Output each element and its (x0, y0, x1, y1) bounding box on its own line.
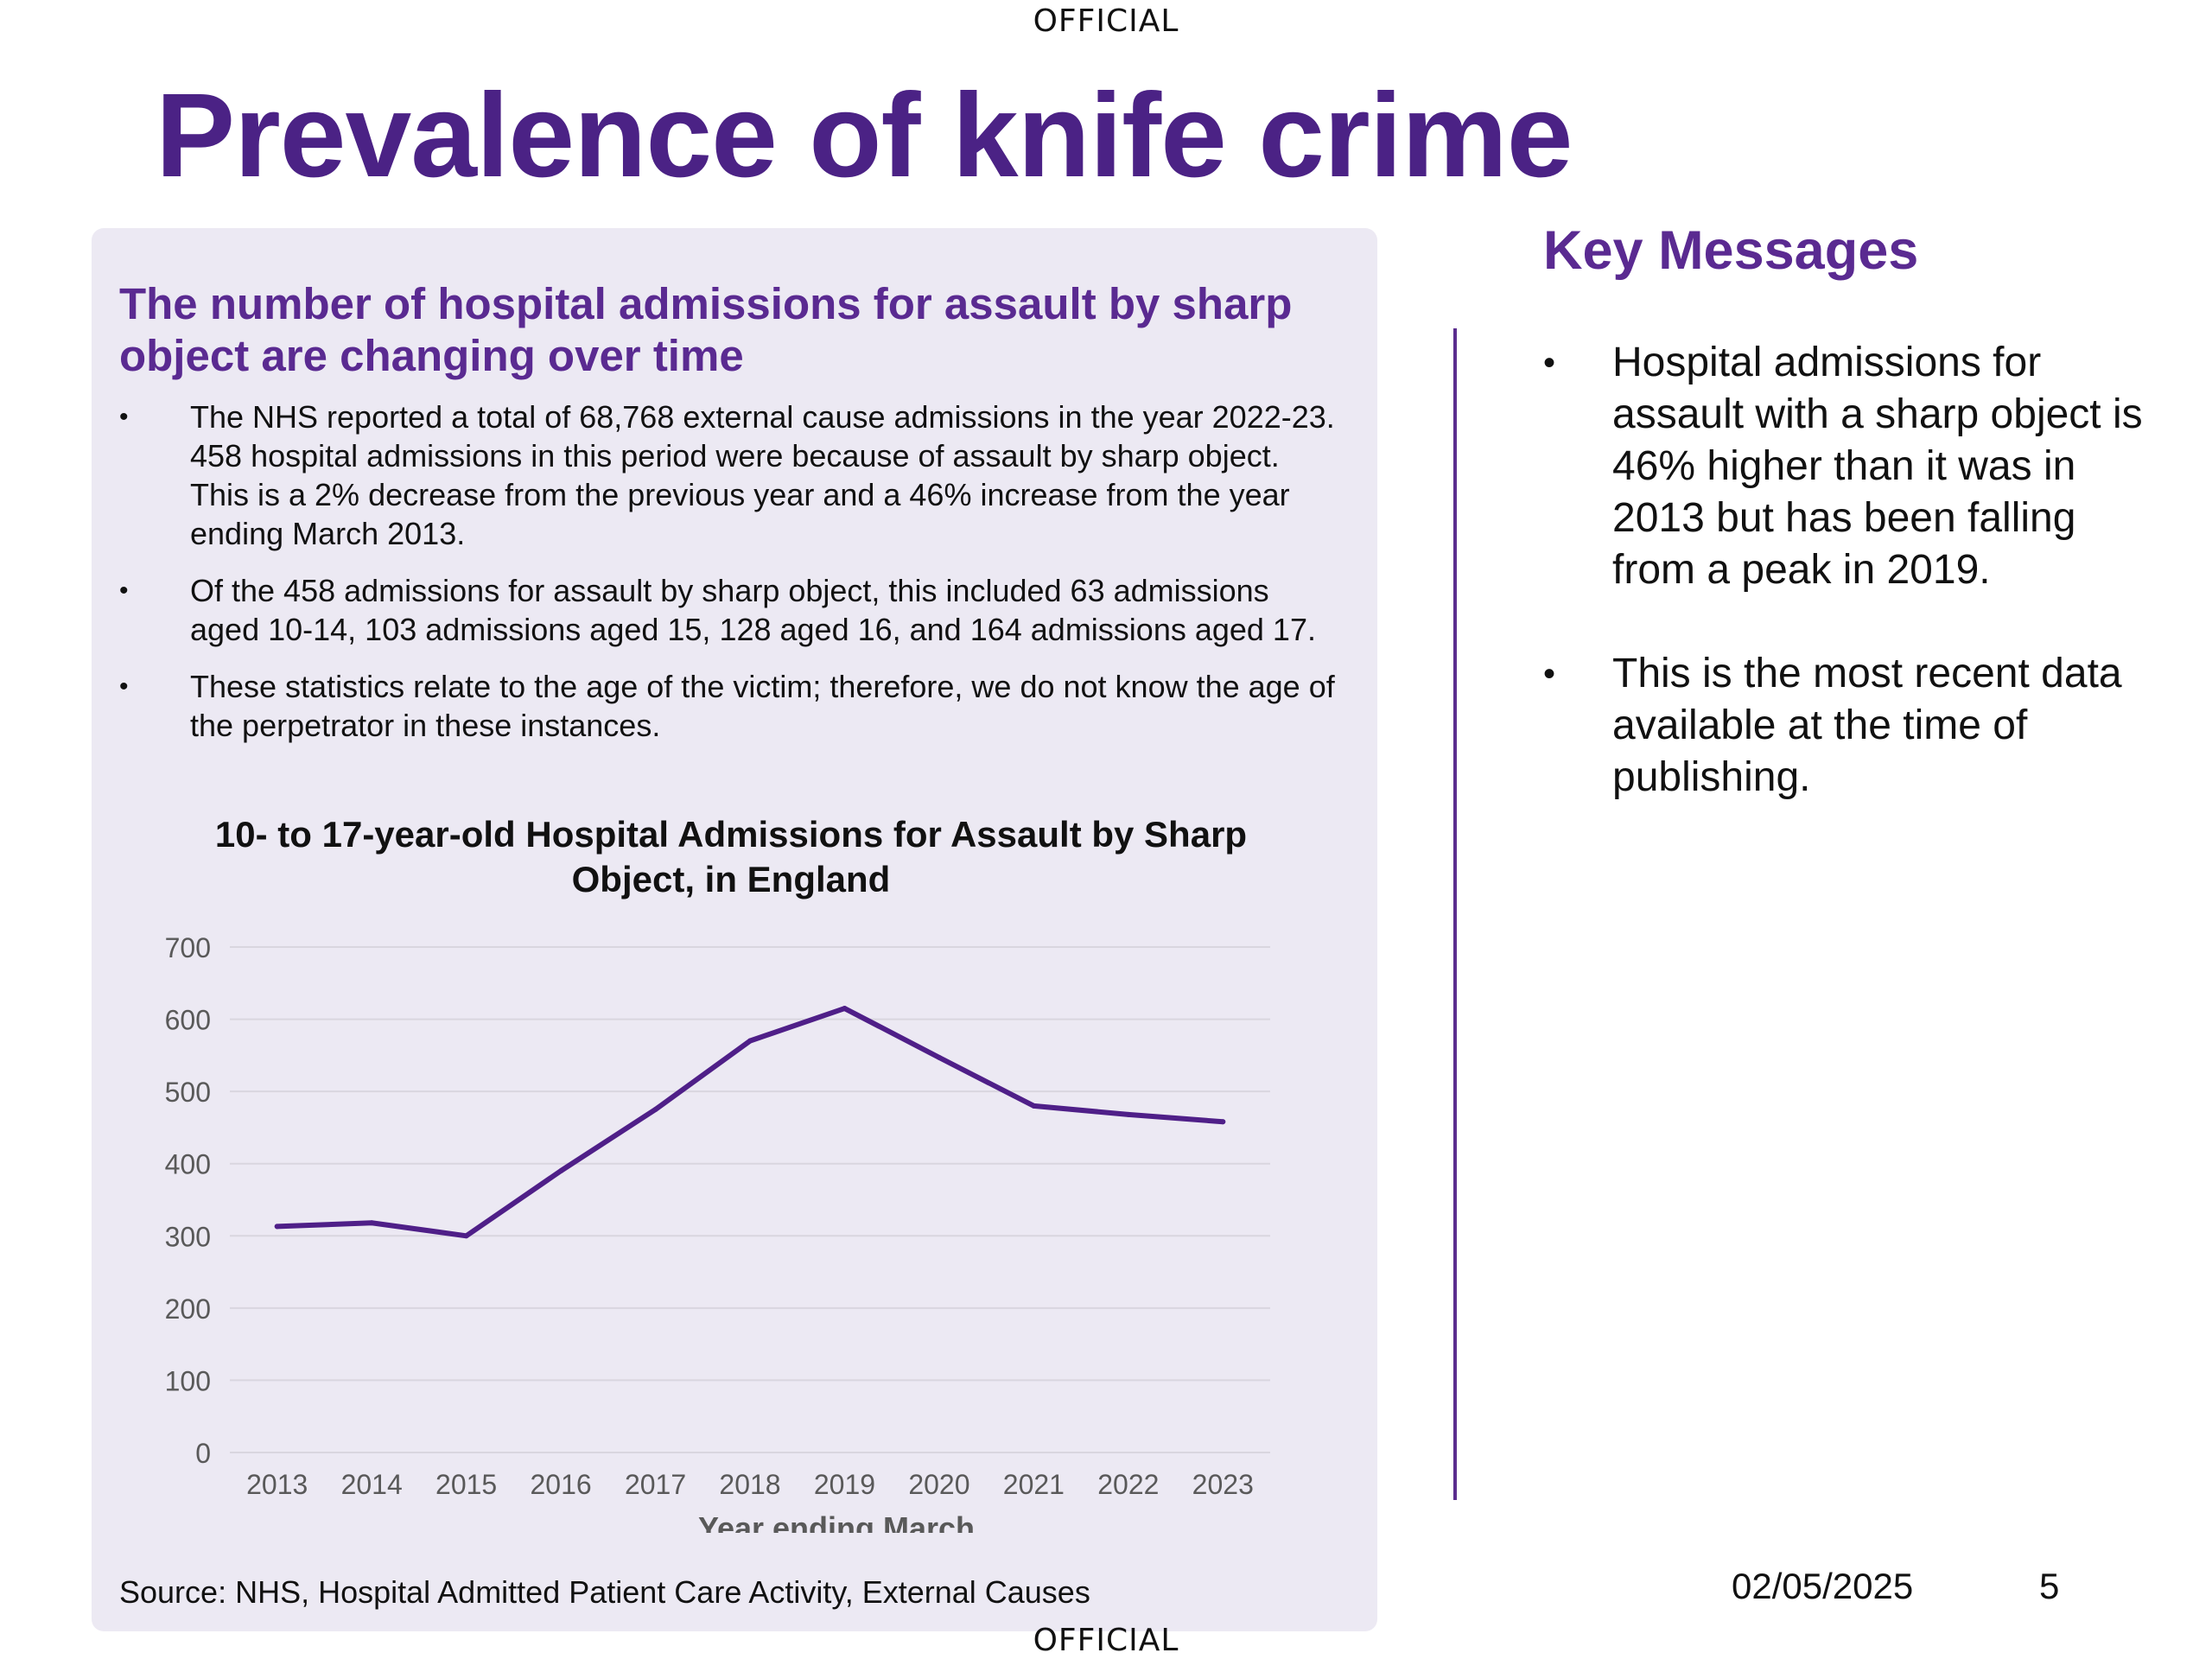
slide-date: 02/05/2025 (1732, 1566, 1914, 1606)
y-tick-label: 700 (165, 932, 211, 963)
x-tick-label: 2023 (1192, 1469, 1254, 1500)
panel-bullet-item: • The NHS reported a total of 68,768 ext… (119, 397, 1346, 553)
key-messages-heading: Key Messages (1543, 220, 1919, 281)
y-tick-label: 200 (165, 1294, 211, 1325)
y-tick-label: 600 (165, 1005, 211, 1036)
y-tick-label: 100 (165, 1365, 211, 1396)
panel-bullet-text: Of the 458 admissions for assault by sha… (190, 573, 1316, 647)
y-tick-label: 500 (165, 1077, 211, 1108)
vertical-divider (1453, 328, 1457, 1500)
x-axis-label: Year ending March (698, 1510, 975, 1533)
data-point (1125, 1111, 1131, 1117)
source-note: Source: NHS, Hospital Admitted Patient C… (119, 1574, 1090, 1610)
bullet-dot-icon: • (1543, 344, 1556, 382)
data-point (747, 1038, 753, 1044)
data-point (558, 1168, 564, 1174)
panel-bullet-item: • Of the 458 admissions for assault by s… (119, 571, 1346, 649)
panel-bullet-text: These statistics relate to the age of th… (190, 669, 1335, 743)
panel-heading: The number of hospital admissions for as… (119, 279, 1293, 380)
panel-bullet-item: • These statistics relate to the age of … (119, 667, 1346, 745)
x-tick-label: 2015 (435, 1469, 497, 1500)
data-point (1031, 1103, 1037, 1109)
bullet-dot-icon: • (119, 403, 129, 431)
x-tick-label: 2014 (341, 1469, 403, 1500)
data-point (1220, 1119, 1226, 1125)
bullet-dot-icon: • (119, 576, 129, 605)
panel-bullet-text: The NHS reported a total of 68,768 exter… (190, 399, 1335, 551)
chart-title: 10- to 17-year-old Hospital Admissions f… (214, 814, 1248, 899)
data-point (936, 1054, 942, 1060)
x-tick-label: 2016 (530, 1469, 591, 1500)
data-point (369, 1220, 375, 1226)
line-chart: 0 100 200 300 400 500 600 700 2013 2014 2015 2016 20… (165, 932, 1270, 1533)
key-message-text: This is the most recent data available a… (1612, 651, 2122, 800)
slide-title: Prevalence of knife crime (156, 69, 1573, 202)
data-point (652, 1107, 658, 1113)
bullet-dot-icon: • (1543, 655, 1556, 693)
key-messages-list: • Hospital admissions for assault with a… (1543, 337, 2148, 855)
chart-panel: The number of hospital admissions for as… (92, 228, 1377, 1631)
y-tick-label: 300 (165, 1221, 211, 1252)
data-point (463, 1233, 469, 1239)
panel-bullet-list: • The NHS reported a total of 68,768 ext… (119, 397, 1346, 763)
x-tick-label: 2019 (814, 1469, 875, 1500)
security-marking-bottom: OFFICIAL (1033, 1623, 1179, 1658)
y-tick-label: 400 (165, 1149, 211, 1180)
slide-number: 5 (2039, 1566, 2060, 1606)
x-tick-label: 2013 (246, 1469, 308, 1500)
data-point (274, 1224, 280, 1230)
security-marking-top: OFFICIAL (1033, 3, 1179, 39)
key-message-item: • Hospital admissions for assault with a… (1543, 337, 2148, 596)
bullet-dot-icon: • (119, 672, 129, 701)
x-tick-label: 2021 (1003, 1469, 1065, 1500)
x-tick-label: 2022 (1097, 1469, 1159, 1500)
x-tick-label: 2017 (625, 1469, 686, 1500)
x-tick-label: 2018 (719, 1469, 780, 1500)
data-point (842, 1006, 848, 1012)
key-message-item: • This is the most recent data available… (1543, 648, 2148, 804)
y-tick-label: 0 (195, 1438, 211, 1469)
key-message-text: Hospital admissions for assault with a s… (1612, 340, 2143, 593)
x-tick-label: 2020 (908, 1469, 969, 1500)
